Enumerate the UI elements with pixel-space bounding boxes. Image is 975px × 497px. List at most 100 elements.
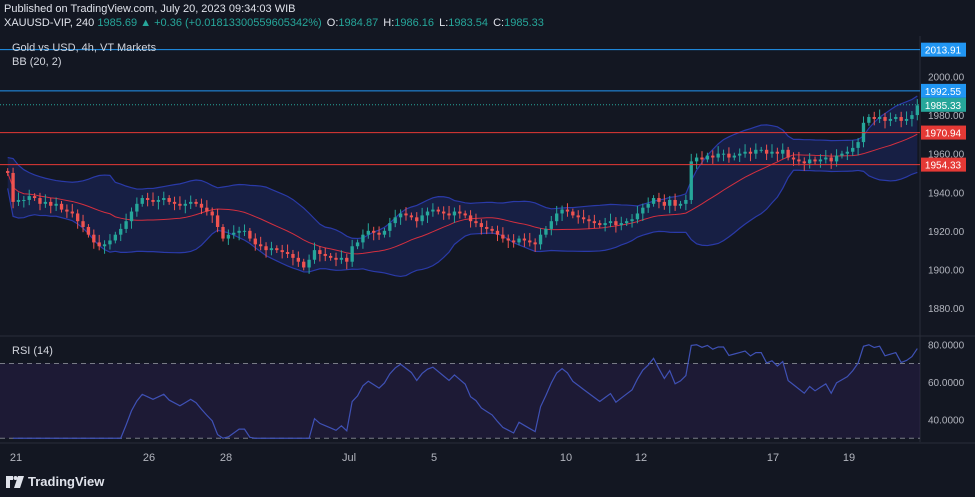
candle-body [210,211,214,216]
level-label-bg [921,157,966,172]
rsi-band [0,363,920,439]
candle-body [258,244,263,247]
candle-body [608,221,613,224]
candle-body [27,196,31,200]
candle-body [694,157,699,162]
candle-body [162,198,166,200]
close-value: 1985.33 [504,17,544,29]
low-value: 1983.54 [448,17,489,29]
time-tick-label: 21 [10,452,22,464]
candle-body [221,226,225,239]
candle-body [54,203,58,206]
candle-body [70,211,74,214]
candle-body [232,232,236,235]
candle-body [194,201,198,204]
level-label-bg [921,125,966,140]
time-tick-label: 12 [635,452,647,464]
candle-body [555,213,559,222]
candle-body [711,155,715,158]
level-label: 1992.55 [925,87,962,98]
candle-body [544,228,548,235]
last-price-label: 1985.33 [925,101,962,112]
candle-body [92,234,96,243]
candle-body [689,161,693,200]
candle-body [108,240,112,245]
candle-body [571,211,575,216]
high-label: H: [383,17,395,29]
candle-body [651,198,656,204]
candle-body [807,159,812,164]
time-tick-label: 28 [220,452,232,464]
candle-body [662,201,667,206]
candle-body [172,201,177,204]
candle-body [506,238,510,241]
candle-body [797,159,801,162]
candle-body [732,155,736,158]
time-tick-label: 5 [431,452,437,464]
candle-body [11,172,15,202]
candle-body [372,230,376,233]
candle-body [495,230,500,235]
candle-body [215,215,220,227]
rsi-tick-label: 80.0000 [928,341,965,352]
candle-body [441,211,446,214]
open-label: O: [326,17,339,29]
candle-body [624,221,629,224]
candle-body [490,228,494,231]
candle-body [549,221,553,229]
candle-body [840,153,844,156]
candle-body [151,199,155,202]
candle-body [312,250,317,260]
candle-body [716,153,720,158]
candle-body [829,157,833,162]
candle-body [199,203,204,208]
candle-body [49,201,53,206]
candle-body [242,230,247,232]
candle-body [6,171,10,173]
candle-body [485,226,489,229]
candle-body [75,213,80,222]
candle-body [587,219,591,222]
candle-body [205,207,209,212]
candle-body [436,209,440,212]
candle-body [705,155,710,160]
candle-body [818,159,823,162]
candle-body [474,221,478,224]
candle-body [581,217,586,220]
candle-body [124,221,128,229]
candle-body [501,234,505,239]
candle-body [538,234,543,245]
candle-body [22,199,26,201]
candle-body [517,238,521,243]
candle-body [307,259,311,268]
candle-body [619,223,623,226]
tradingview-logo[interactable]: TradingView [6,474,104,489]
bb-basis [7,133,918,255]
candle-body [813,159,817,162]
candle-body [382,230,387,235]
candle-body [269,248,274,251]
candle-body [899,117,903,121]
price-tick-label: 1960.00 [928,150,965,161]
candle-body [700,157,704,160]
candle-body [404,213,408,216]
candle-body [915,105,919,116]
candle-body [743,151,747,154]
candle-body [479,223,484,227]
candle-body [65,209,69,212]
candle-body [366,230,370,235]
candle-body [630,219,634,222]
candle-body [102,244,107,247]
ohlc-bar: XAUUSD-VIP, 240 1985.69 ▲ +0.36 (+0.0181… [4,17,544,29]
time-tick-label: 19 [843,452,855,464]
time-tick-label: 10 [560,452,572,464]
last-price-label-bg [921,97,966,112]
candle-body [291,253,295,258]
candle-body [856,142,860,148]
candle-body [296,257,301,262]
candle-body [721,153,726,155]
candle-body [598,223,602,226]
candle-body [86,226,91,235]
tradingview-icon [6,475,24,488]
